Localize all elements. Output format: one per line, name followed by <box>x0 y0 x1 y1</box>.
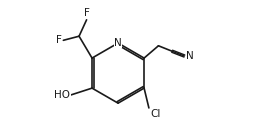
Text: F: F <box>56 35 62 45</box>
Text: N: N <box>187 51 194 61</box>
Text: N: N <box>114 38 122 48</box>
Text: Cl: Cl <box>150 109 161 119</box>
Text: F: F <box>84 8 90 18</box>
Text: HO: HO <box>54 90 70 100</box>
